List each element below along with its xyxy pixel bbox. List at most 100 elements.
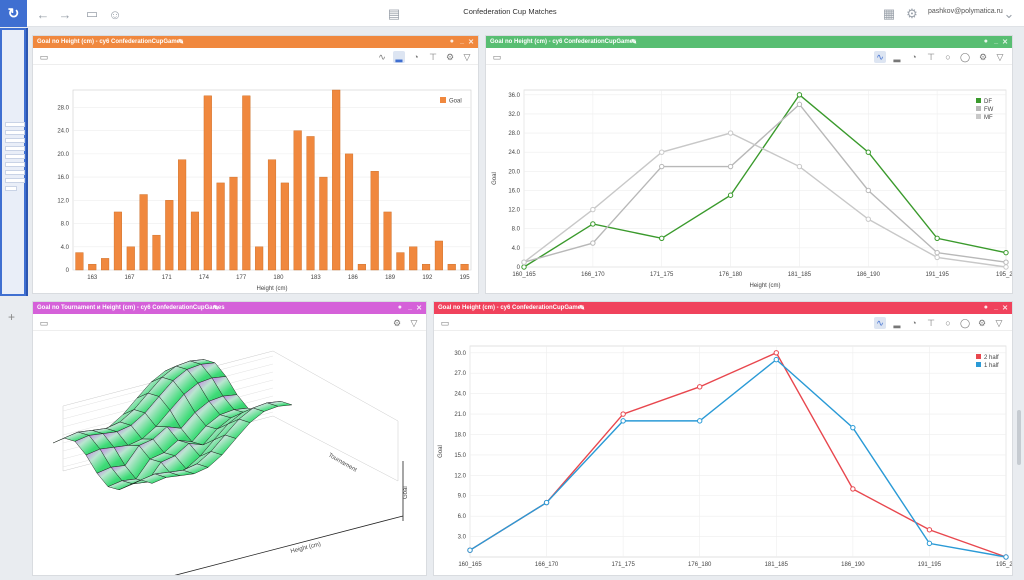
bar-chart-icon[interactable]: ▂ [893, 52, 901, 62]
line-chart-icon[interactable]: ∿ [378, 52, 386, 62]
bar [319, 176, 328, 271]
circle-icon[interactable]: ○ [945, 318, 951, 328]
data-point [697, 418, 703, 424]
close-icon[interactable]: ✕ [468, 39, 474, 46]
data-point [590, 240, 596, 246]
bar [370, 171, 379, 271]
cube-icon[interactable]: ▭ [39, 52, 49, 62]
x-axis-label: Height (cm) [256, 286, 287, 292]
info-icon[interactable]: ● [983, 304, 988, 311]
y-tick-label: 12.0 [454, 473, 466, 479]
y-tick-label: 24.0 [508, 150, 520, 156]
x-tick-label: 166_170 [535, 562, 559, 568]
data-point [1003, 249, 1009, 256]
gear-icon[interactable]: ⚙ [906, 6, 918, 21]
panel-header[interactable]: Goal no Tournament и Height (cm) - cy6 C… [33, 302, 426, 314]
close-icon[interactable]: ✕ [416, 305, 422, 312]
settings-icon[interactable]: ⚙ [978, 52, 988, 62]
bar [190, 211, 200, 271]
chart-panel-surface: Goal no Tournament и Height (cm) - cy6 C… [32, 301, 427, 580]
edit-icon[interactable]: ✎ [631, 39, 637, 46]
sidebar-item[interactable] [5, 170, 25, 175]
circle-icon[interactable]: ○ [945, 52, 951, 62]
filter-icon[interactable]: ▽ [996, 52, 1004, 62]
y-tick-label: 30.0 [454, 351, 466, 357]
sidebar-item[interactable] [5, 130, 25, 135]
sidebar-item[interactable] [5, 154, 25, 159]
pin-icon[interactable]: ⊤ [429, 52, 437, 62]
info-icon[interactable]: ● [983, 38, 988, 45]
legend-swatch [976, 106, 981, 111]
series-line [523, 132, 1007, 268]
minimize-icon[interactable]: _ [994, 38, 998, 45]
info-icon[interactable]: ● [449, 38, 454, 45]
bar [113, 211, 122, 271]
sidebar-item[interactable] [5, 178, 25, 183]
cube-icon[interactable]: ▭ [440, 318, 450, 328]
scrollbar[interactable] [1017, 410, 1021, 465]
legend-swatch [976, 114, 981, 119]
series-line [523, 93, 1007, 268]
cube-icon[interactable]: ▭ [85, 6, 99, 21]
close-icon[interactable]: ✕ [1002, 39, 1008, 46]
donut-icon[interactable]: ◯ [959, 52, 971, 62]
settings-icon[interactable]: ⚙ [445, 52, 455, 62]
settings-icon[interactable]: ⚙ [392, 318, 402, 328]
top-bar: ↻ ← → ▭ ☺ ▤ Confederation Cup Matches ▦ … [0, 0, 1024, 27]
bar [434, 240, 443, 271]
grid-icon[interactable]: ▦ [882, 6, 896, 21]
data-point [773, 356, 779, 363]
pie-chart-icon[interactable]: ◔ [911, 318, 917, 328]
cube-icon[interactable]: ▭ [39, 318, 49, 328]
panel-header[interactable]: Goal no Height (cm) - cy6 ConfederationC… [434, 302, 1012, 314]
donut-icon[interactable]: ◯ [959, 318, 971, 328]
user-email[interactable]: pashkov@polymatica.ru [928, 8, 1003, 15]
panel-header[interactable]: Goal no Height (cm) - cy6 ConfederationC… [33, 36, 478, 48]
sidebar-item[interactable] [5, 162, 25, 167]
bar [306, 136, 315, 271]
settings-icon[interactable]: ⚙ [977, 318, 987, 328]
minimize-icon[interactable]: _ [408, 304, 412, 311]
chevron-down-icon[interactable]: ⌄ [1003, 6, 1015, 21]
sidebar-item[interactable] [5, 122, 25, 127]
x-tick-label: 160_165 [512, 272, 536, 278]
bar-chart-icon[interactable]: ▂ [393, 51, 405, 63]
chart-panel-bar: Goal no Height (cm) - cy6 ConfederationC… [32, 35, 479, 294]
bar [344, 153, 354, 271]
info-icon[interactable]: ● [397, 304, 402, 311]
filter-icon[interactable]: ▽ [463, 52, 471, 62]
minimize-icon[interactable]: _ [994, 304, 998, 311]
cube-icon[interactable]: ▭ [492, 52, 502, 62]
edit-icon[interactable]: ✎ [213, 305, 219, 312]
series-line [523, 103, 1007, 263]
y-tick-label: 20.0 [57, 152, 69, 158]
panel-header[interactable]: Goal no Height (cm) - cy6 ConfederationC… [486, 36, 1012, 48]
bar [422, 263, 431, 271]
minimize-icon[interactable]: _ [460, 38, 464, 45]
pin-icon[interactable]: ⊤ [927, 318, 935, 328]
edit-icon[interactable]: ✎ [579, 305, 585, 312]
logo[interactable]: ↻ [0, 0, 27, 27]
pie-chart-icon[interactable]: ◔ [413, 52, 419, 62]
edit-icon[interactable]: ✎ [178, 39, 184, 46]
sidebar-item[interactable] [5, 146, 25, 151]
pin-icon[interactable]: ⊤ [927, 52, 935, 62]
line-chart-icon[interactable]: ∿ [874, 317, 886, 329]
close-icon[interactable]: ✕ [1002, 305, 1008, 312]
y-tick-label: 36.0 [508, 93, 520, 99]
window-icon[interactable]: ▤ [387, 6, 401, 21]
sidebar-item[interactable] [5, 138, 25, 143]
forward-arrow-icon[interactable]: → [58, 6, 72, 22]
users-icon[interactable]: ☺ [108, 6, 122, 22]
x-axis-line [155, 515, 404, 580]
line-chart-icon[interactable]: ∿ [874, 51, 886, 63]
y-tick-label: 32.0 [508, 112, 520, 118]
filter-icon[interactable]: ▽ [995, 318, 1003, 328]
pie-chart-icon[interactable]: ◔ [911, 52, 917, 62]
add-icon[interactable]: + [8, 310, 16, 324]
filter-icon[interactable]: ▽ [410, 318, 418, 328]
bar [383, 211, 392, 271]
back-arrow-icon[interactable]: ← [36, 6, 50, 22]
sidebar-item[interactable] [5, 186, 17, 191]
bar-chart-icon[interactable]: ▂ [893, 318, 901, 328]
